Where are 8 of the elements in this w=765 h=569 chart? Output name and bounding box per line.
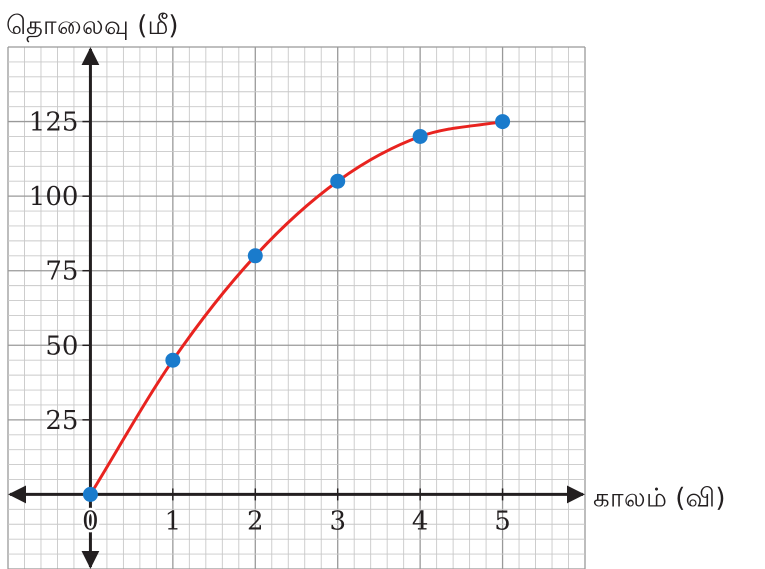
point [248,248,263,264]
xlabel: காலம் (வி) [593,483,726,514]
point [330,174,346,189]
point [412,128,428,144]
ylabel: தொலைவு (மீ) [6,11,179,41]
point [82,486,98,502]
point [165,352,180,368]
point [495,114,510,130]
